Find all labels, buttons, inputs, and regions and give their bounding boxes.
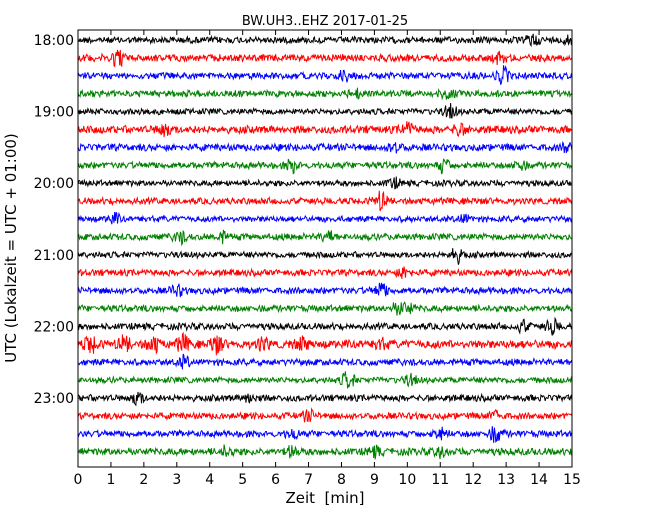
y-tick-label: 19:00 [34, 105, 74, 121]
x-axis-label: Zeit [min] [285, 489, 364, 507]
trace-2300 [77, 391, 573, 407]
trace-1800 [77, 33, 573, 48]
tick-group: 0 1 2 3 4 5 6 7 8 9 10 11 12 13 14 1518:0019:0020:0021:… [34, 30, 581, 488]
x-tick-label: 11 [431, 472, 449, 488]
x-tick-label: 0 [74, 472, 83, 488]
x-tick-label: 3 [172, 472, 181, 488]
x-tick-label: 6 [271, 472, 280, 488]
x-tick-label: 2 [139, 472, 148, 488]
trace-2200 [77, 316, 573, 336]
plot-frame [77, 29, 573, 468]
trace-1845 [77, 87, 573, 101]
trace-2145 [77, 301, 573, 316]
trace-2345 [77, 444, 573, 460]
x-tick-label: 8 [337, 472, 346, 488]
trace-2230 [77, 353, 573, 370]
x-tick-label: 12 [464, 472, 482, 488]
trace-1815 [77, 49, 573, 68]
trace-2330 [77, 426, 573, 443]
x-tick-label: 1 [106, 472, 115, 488]
trace-2215 [77, 331, 573, 356]
x-tick-label: 14 [530, 472, 548, 488]
trace-1900 [77, 103, 573, 119]
trace-2315 [77, 407, 573, 423]
x-tick-label: 13 [497, 472, 515, 488]
trace-2030 [77, 211, 573, 225]
trace-2115 [77, 266, 573, 279]
trace-2100 [77, 248, 573, 265]
y-tick-label: 23:00 [34, 391, 74, 407]
trace-group [77, 33, 573, 460]
trace-1945 [77, 158, 573, 175]
trace-2130 [77, 282, 573, 298]
x-tick-label: 15 [563, 472, 581, 488]
trace-2015 [77, 190, 573, 212]
trace-1930 [77, 140, 573, 154]
y-axis-label: UTC (Lokalzeit = UTC + 01:00) [2, 133, 20, 363]
trace-2000 [77, 176, 573, 190]
x-tick-label: 10 [398, 472, 416, 488]
y-tick-label: 18:00 [34, 33, 74, 49]
x-tick-label: 4 [205, 472, 214, 488]
y-tick-label: 22:00 [34, 319, 74, 335]
trace-1915 [77, 121, 573, 138]
chart-title: BW.UH3..EHZ 2017-01-25 [242, 14, 408, 29]
y-tick-label: 21:00 [34, 248, 74, 264]
trace-2045 [77, 229, 573, 247]
x-tick-label: 9 [370, 472, 379, 488]
x-tick-label: 5 [238, 472, 247, 488]
trace-1830 [77, 65, 573, 85]
trace-2245 [77, 371, 573, 389]
y-tick-label: 20:00 [34, 176, 74, 192]
x-tick-label: 7 [304, 472, 313, 488]
